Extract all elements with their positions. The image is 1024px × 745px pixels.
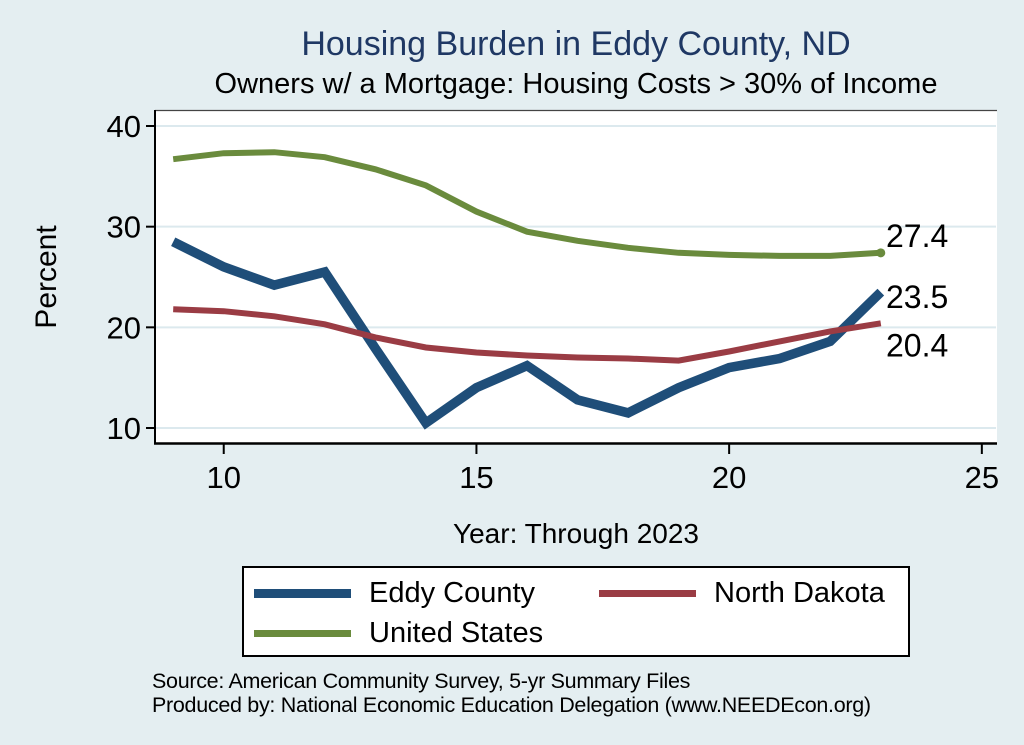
tick-and-end-labels: 10 20 30 40 10 15 20 25 23.5 20.4 27.4 <box>107 109 1000 495</box>
legend-label: United States <box>369 616 544 649</box>
x-tick-label: 15 <box>459 460 493 495</box>
y-tick-label: 40 <box>107 109 141 144</box>
end-value-label-eddy-county: 23.5 <box>886 279 948 315</box>
legend-swatch-eddy-county <box>254 588 351 598</box>
gridlines <box>156 125 996 430</box>
legend-swatch-north-dakota <box>599 589 696 597</box>
legend-label: North Dakota <box>714 576 885 609</box>
y-tick-label: 20 <box>107 310 141 345</box>
produced-by-line: Produced by: National Economic Education… <box>152 692 871 717</box>
legend-label: Eddy County <box>369 576 536 609</box>
x-tick-label: 10 <box>206 460 240 495</box>
chart-subtitle: Owners w/ a Mortgage: Housing Costs > 30… <box>214 68 938 100</box>
axes <box>146 109 997 454</box>
legend: Eddy County North Dakota United States <box>242 566 910 657</box>
x-tick-label: 20 <box>712 460 746 495</box>
source-note: Source: American Community Survey, 5-yr … <box>152 669 871 717</box>
series-line-north-dakota <box>173 306 882 364</box>
source-line: Source: American Community Survey, 5-yr … <box>152 669 691 693</box>
x-tick-label: 25 <box>965 460 999 495</box>
series-end-marker-united-states <box>876 248 886 258</box>
legend-item-eddy-county: Eddy County <box>254 573 535 613</box>
end-value-label-north-dakota: 20.4 <box>886 327 948 363</box>
end-value-label-united-states: 27.4 <box>886 218 948 254</box>
chart-title: Housing Burden in Eddy County, ND <box>301 25 851 63</box>
y-tick-label: 30 <box>107 210 141 245</box>
legend-swatch-united-states <box>254 629 351 637</box>
series-line-eddy-county <box>171 237 885 430</box>
y-tick-label: 10 <box>107 411 141 446</box>
series-line-united-states <box>172 149 881 259</box>
legend-item-united-states: United States <box>254 613 543 653</box>
legend-item-north-dakota: North Dakota <box>599 573 885 613</box>
x-axis-title: Year: Through 2023 <box>453 518 699 549</box>
series-lines <box>171 149 886 430</box>
